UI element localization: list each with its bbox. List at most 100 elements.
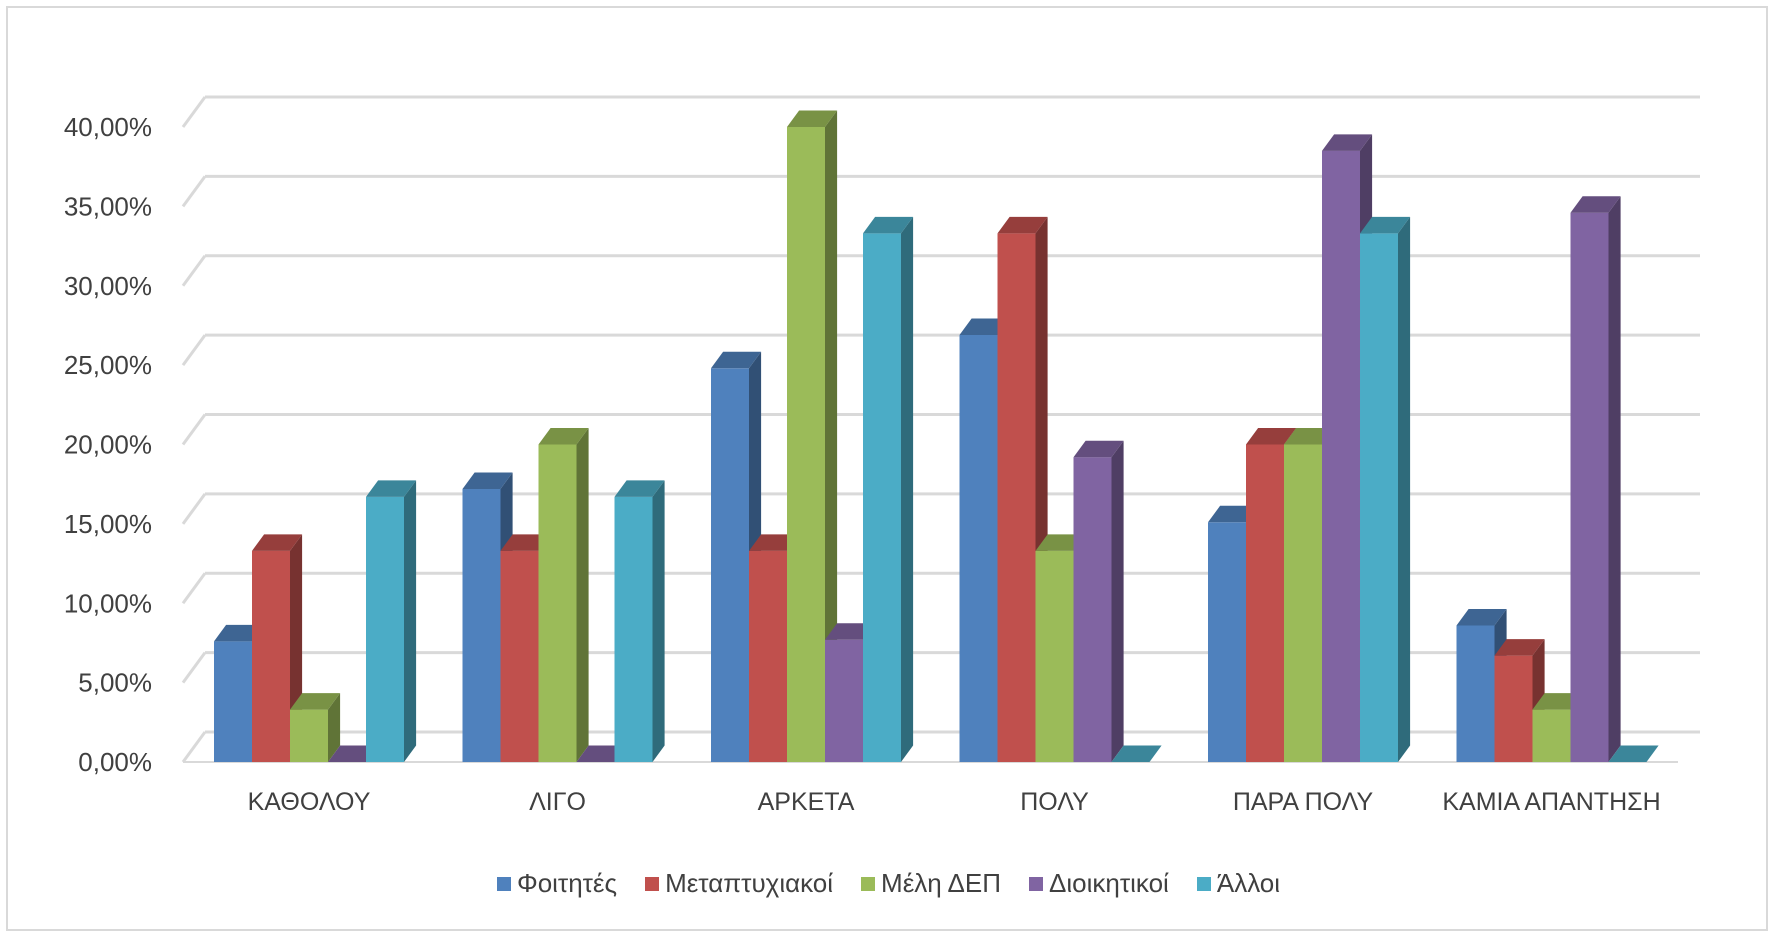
bar-side [1111,440,1124,762]
bar-top [1035,534,1086,551]
bar [214,641,252,762]
x-category-label: ΑΡΚΕΤΑ [758,788,855,816]
legend-label: Φοιτητές [516,868,618,898]
bar-top [1360,216,1411,234]
bar-top [1494,639,1545,656]
bar-top [749,534,800,551]
bar-top [462,472,513,489]
gridline-depth [181,731,207,763]
y-tick-label: 20,00% [64,430,152,460]
bar-side [1398,216,1411,763]
bar-top [328,745,379,762]
bar-top [1111,745,1162,762]
legend-swatch [861,876,876,891]
bar-top [711,351,762,369]
legend-swatch [645,876,660,891]
bar-side [576,428,589,762]
bar-top [959,318,1010,335]
bar-top [290,693,341,710]
legend-item: Άλλοι [1196,868,1281,899]
bar [997,233,1036,763]
bar [1532,709,1571,762]
bar-top [214,624,265,642]
bar [290,709,328,762]
bar-top [500,534,551,551]
bar-top [1246,428,1297,445]
bar-top [863,216,914,234]
bar [1456,625,1495,762]
bar [749,550,787,762]
x-category-label: ΠΟΛΥ [1020,788,1089,816]
bar [1284,444,1322,762]
gridline-depth [181,96,207,128]
bar-top [1608,745,1659,762]
x-category-label: ΠΑΡΑ ΠΟΛΥ [1233,788,1374,816]
bar-top [366,480,417,497]
bar-top [787,110,838,127]
gridline-depth [181,413,207,446]
x-category-label: ΚΑΜΙΑ ΑΠΑΝΤΗΣΗ [1442,788,1660,816]
bar-top [1322,134,1373,151]
chart-legend: Φοιτητές Μεταπτυχιακοί Μέλη ΔΕΠ Διοικητικοί… [0,868,1777,899]
bar [1322,150,1360,762]
y-tick-label: 30,00% [64,271,152,301]
y-tick-label: 15,00% [64,509,152,539]
bar [1360,233,1398,763]
legend-label: Μεταπτυχιακοί [665,868,834,898]
bar-top [997,216,1048,234]
bar-side [901,216,914,763]
bar [1208,522,1246,762]
bar-side [652,480,665,762]
bar [787,127,825,762]
y-tick-label: 5,00% [78,668,152,698]
y-tick-label: 0,00% [78,747,152,777]
gridline-depth [181,175,207,208]
bar [1494,655,1533,762]
x-category-label: ΚΑΘΟΛΟΥ [248,788,371,816]
gridline-depth [181,651,207,684]
bar [252,550,290,762]
legend-swatch [1029,876,1044,891]
bar [1570,212,1609,763]
bar-top [1208,505,1259,523]
bar-side [825,110,838,762]
bar-top [576,745,627,762]
gridline-depth [181,334,207,367]
bar-top [538,428,589,445]
y-tick-label: 40,00% [64,112,152,142]
legend-label: Διοικητικοί [1049,868,1169,898]
bar [1246,444,1284,762]
bar [1073,457,1112,762]
legend-item: Μέλη ΔΕΠ [861,868,1001,899]
legend-swatch [496,876,511,891]
bar-top [1073,440,1124,458]
bar [825,639,863,762]
bar-top [1284,428,1335,445]
bar [959,334,998,762]
bar [366,496,404,762]
bar [711,368,749,762]
gridline-depth [181,572,207,605]
bar-top [252,534,303,551]
y-tick-label: 25,00% [64,350,152,380]
x-category-label: ΛΙΓΟ [529,788,586,816]
legend-label: Άλλοι [1216,868,1281,898]
bar [538,444,577,762]
bar [614,496,653,762]
bar-top [1570,196,1621,213]
bar [863,233,901,763]
y-tick-label: 35,00% [64,191,152,221]
gridline-depth [181,492,207,525]
legend-item: Διοικητικοί [1029,868,1169,899]
bar-top [825,623,876,640]
bar-side [328,693,341,762]
legend-swatch [1196,876,1211,891]
bar-top [614,480,665,497]
legend-label: Μέλη ΔΕΠ [881,868,1002,898]
gridline-depth [181,254,207,287]
legend-item: Μεταπτυχιακοί [645,868,833,899]
y-tick-label: 10,00% [64,588,152,618]
bar-side [1608,196,1621,763]
bar [462,488,501,762]
